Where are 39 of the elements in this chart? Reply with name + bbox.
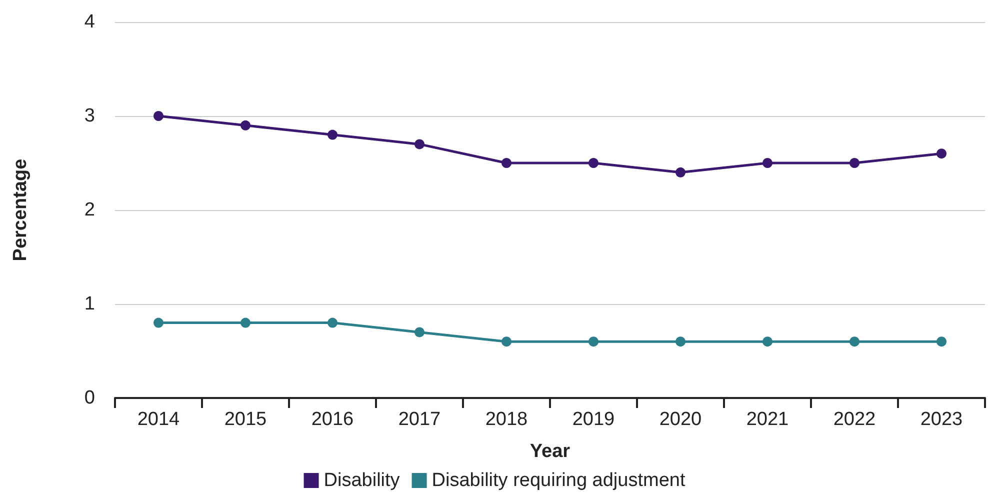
y-tick-label: 0: [84, 388, 95, 408]
y-axis-title: Percentage: [10, 158, 31, 262]
point: [240, 120, 250, 130]
point: [762, 158, 772, 168]
x-tick-label: 2017: [398, 409, 441, 430]
point: [414, 139, 424, 150]
x-tick-label: 2022: [833, 409, 876, 430]
point: [850, 336, 860, 347]
x-tick-label: 2018: [485, 409, 528, 430]
point: [328, 130, 338, 140]
x-tick-label: 2020: [659, 409, 702, 430]
point: [762, 336, 772, 347]
y-tick-label: 2: [84, 200, 95, 220]
x-tick-label: 2015: [224, 409, 267, 430]
point: [502, 336, 512, 347]
legend-label: Disability: [324, 470, 400, 491]
x-tick-label: 2014: [137, 409, 180, 430]
point: [588, 336, 598, 347]
x-tick-label: 2021: [746, 409, 789, 430]
point: [240, 318, 250, 328]
point: [154, 318, 164, 328]
point: [850, 158, 860, 168]
point: [502, 158, 512, 168]
point: [588, 158, 598, 168]
point: [936, 148, 946, 159]
point: [676, 336, 686, 347]
x-tick-label: 2019: [572, 409, 615, 430]
point: [676, 167, 686, 178]
x-tick-label: 2023: [920, 409, 963, 430]
x-axis-title: Year: [530, 441, 571, 462]
y-tick-label: 4: [84, 12, 96, 32]
point: [328, 318, 338, 328]
y-tick-label: 1: [84, 294, 95, 314]
legend-label: Disability requiring adjustment: [432, 470, 686, 491]
point: [414, 327, 424, 338]
y-tick-label: 3: [84, 106, 95, 126]
point: [154, 111, 164, 121]
x-tick-label: 2016: [311, 409, 354, 430]
point: [936, 336, 946, 347]
